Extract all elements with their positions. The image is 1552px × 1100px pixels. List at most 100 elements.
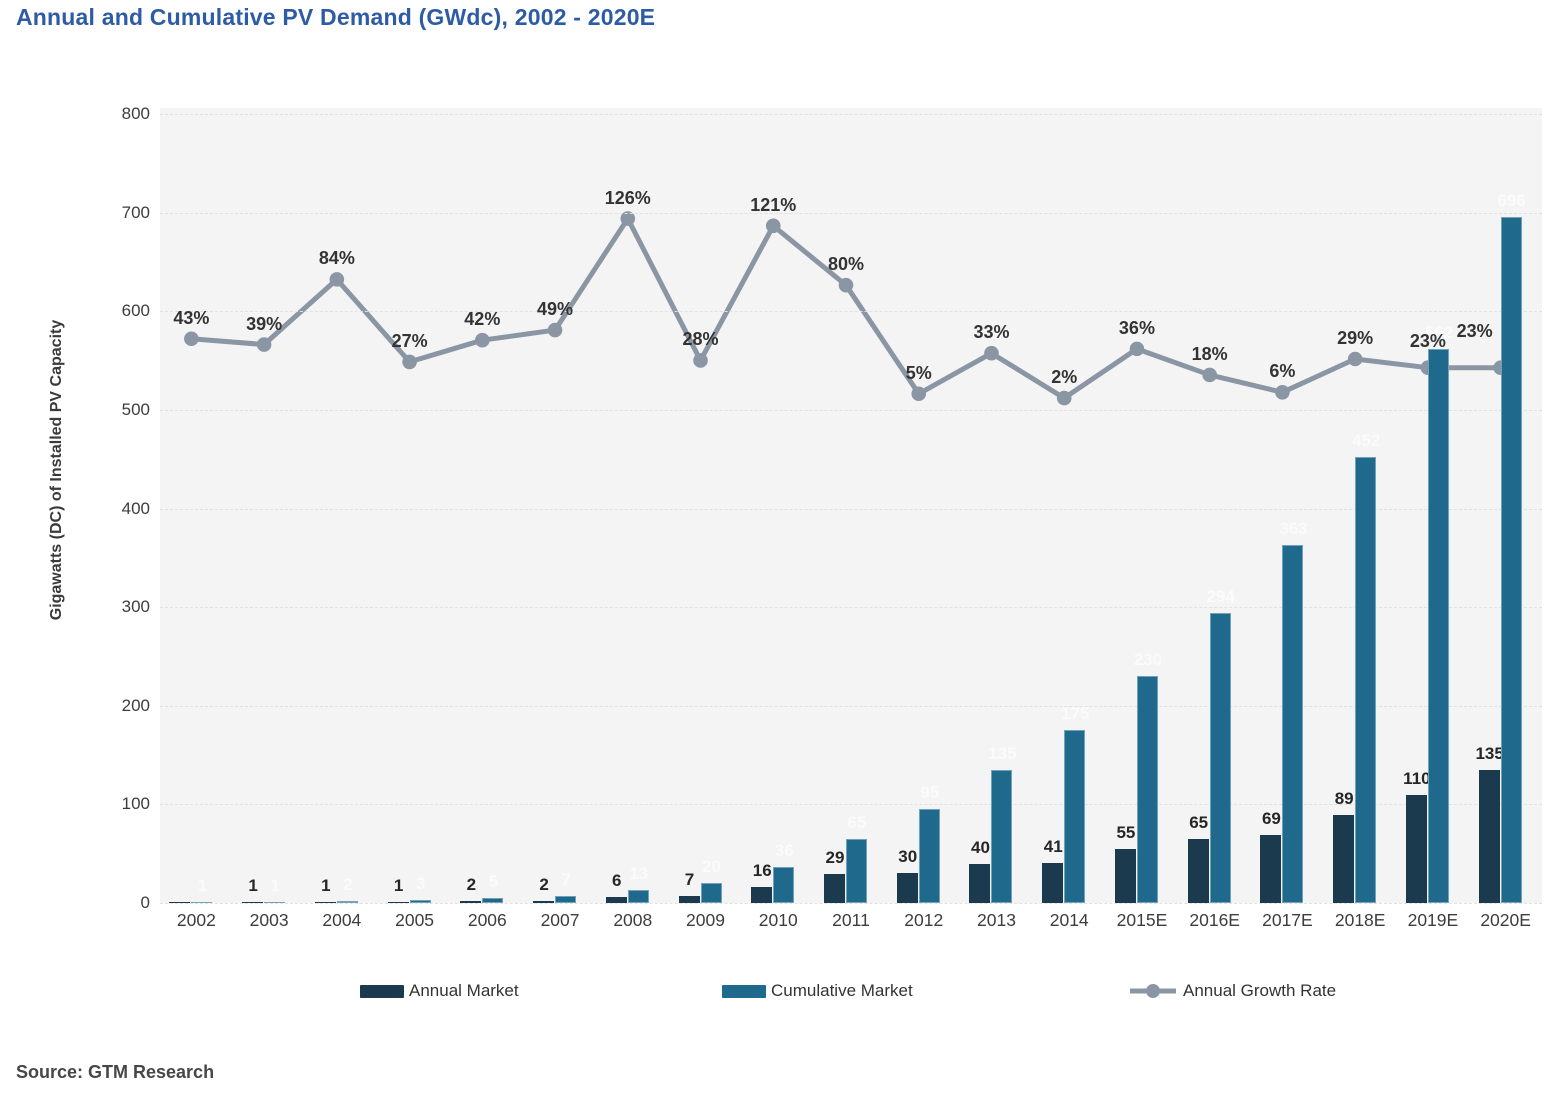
x-tick-label: 2007: [540, 910, 580, 930]
x-tick-label: 2003: [249, 910, 289, 930]
cumulative-bar: [846, 838, 867, 903]
annual-bar: [678, 896, 700, 903]
annual-bar-label: 41: [1043, 836, 1063, 856]
gridline: [160, 903, 1542, 904]
gridline: [160, 114, 1542, 115]
x-tick-label: 2005: [395, 910, 435, 930]
growth-point-label: 6%: [1269, 361, 1296, 382]
y-tick-label: 500: [121, 399, 150, 419]
growth-point-label: 28%: [682, 329, 719, 350]
growth-point-label: 121%: [750, 194, 797, 215]
y-tick-label: 700: [121, 202, 150, 222]
cumulative-bar: [1064, 730, 1086, 903]
growth-point-label: 42%: [464, 309, 501, 330]
cumulative-bar-label: 175: [1061, 704, 1090, 724]
annual-bar-label: 1: [393, 876, 404, 895]
cumulative-bar: [264, 902, 286, 903]
growth-point-label: 18%: [1191, 343, 1228, 364]
cumulative-bar: [1282, 544, 1304, 903]
growth-point-label: 84%: [318, 248, 355, 269]
cumulative-bar: [700, 883, 722, 903]
cumulative-bar: [991, 769, 1013, 903]
cumulative-bar-label: 696: [1497, 190, 1526, 210]
annual-bar-label: 29: [825, 848, 845, 868]
x-tick-label: 2015E: [1116, 910, 1168, 930]
cumulative-bar: [918, 809, 940, 903]
x-tick-label: 2008: [613, 910, 653, 930]
y-tick-label: 0: [140, 893, 150, 912]
growth-rate-line-swatch: [1130, 984, 1176, 998]
cumulative-bar: [627, 890, 649, 903]
growth-point-label: 39%: [246, 313, 283, 334]
annual-bar: [1042, 862, 1064, 903]
chart-title: Annual and Cumulative PV Demand (GWdc), …: [16, 4, 656, 30]
y-tick-label: 600: [121, 301, 150, 321]
cumulative-bar: [773, 867, 795, 903]
annual-bar: [387, 902, 409, 903]
annual-bar-label: 55: [1116, 822, 1136, 842]
x-tick-label: 2020E: [1480, 910, 1531, 930]
annual-bar: [314, 902, 336, 903]
x-tick-label: 2002: [176, 910, 216, 930]
growth-point-label: 23%: [1456, 320, 1493, 341]
cumulative-bar-label: 1: [270, 876, 280, 895]
cumulative-bar: [1209, 613, 1231, 903]
x-tick-label: 2010: [758, 910, 798, 930]
annual-bar: [1187, 838, 1209, 903]
gridline: [160, 804, 1542, 806]
annual-bar-label: 1: [321, 876, 331, 895]
cumulative-bar-label: 2: [343, 875, 353, 895]
growth-point-label: 29%: [1337, 328, 1374, 348]
annual-bar: [969, 863, 991, 903]
x-tick-label: 2011: [832, 910, 870, 930]
legend-label: Cumulative Market: [771, 981, 913, 1000]
gridline: [160, 212, 1542, 214]
cumulative-bar: [555, 896, 577, 903]
x-tick-label: 2018E: [1334, 910, 1386, 930]
cumulative-bar-label: 230: [1133, 650, 1163, 670]
annual-market-swatch: [360, 984, 404, 998]
gridline: [160, 508, 1542, 510]
x-tick-label: 2004: [322, 910, 362, 930]
cumulative-bar: [1355, 457, 1377, 903]
growth-point-label: 23%: [1409, 330, 1446, 351]
x-tick-label: 2009: [686, 910, 725, 930]
cumulative-bar-label: 1: [197, 876, 208, 895]
cumulative-bar-label: 5: [488, 872, 499, 892]
annual-bar-label: 2: [466, 875, 477, 895]
gridline: [160, 409, 1542, 411]
legend-item-annual-market: Annual Market: [360, 981, 519, 1001]
y-tick-label: 300: [121, 597, 150, 617]
annual-bar-label: 69: [1261, 808, 1281, 828]
cumulative-bar: [191, 902, 213, 903]
x-tick-label: 2013: [977, 910, 1016, 930]
annual-bar: [1478, 769, 1500, 903]
plot-area: [160, 108, 1542, 903]
cumulative-bar: [336, 901, 358, 903]
legend-label: Annual Market: [409, 981, 519, 1000]
y-tick-label: 800: [121, 104, 150, 123]
gridline: [160, 311, 1542, 313]
annual-bar: [242, 902, 264, 903]
legend-label: Annual Growth Rate: [1183, 981, 1337, 1000]
gridline: [160, 607, 1542, 609]
annual-bar: [1260, 834, 1282, 903]
cumulative-bar-label: 363: [1279, 518, 1308, 538]
annual-bar: [1405, 794, 1427, 903]
cumulative-bar-label: 36: [774, 841, 794, 861]
x-tick-label: 2017E: [1262, 910, 1313, 930]
growth-point-label: 49%: [537, 299, 574, 320]
legend-item-cumulative-market: Cumulative Market: [722, 981, 913, 1001]
growth-point-label: 2%: [1051, 367, 1078, 388]
annual-bar-label: 7: [684, 870, 695, 890]
annual-bar-label: 40: [971, 837, 990, 857]
x-tick-label: 2019E: [1407, 910, 1459, 930]
cumulative-bar-label: 95: [920, 783, 940, 803]
cumulative-bar: [1500, 216, 1522, 903]
annual-bar-label: 110: [1403, 768, 1431, 788]
growth-point-label: 43%: [173, 307, 210, 328]
annual-bar: [751, 887, 773, 903]
cumulative-bar-label: 135: [988, 743, 1017, 763]
cumulative-bar-label: 562: [1424, 322, 1454, 342]
